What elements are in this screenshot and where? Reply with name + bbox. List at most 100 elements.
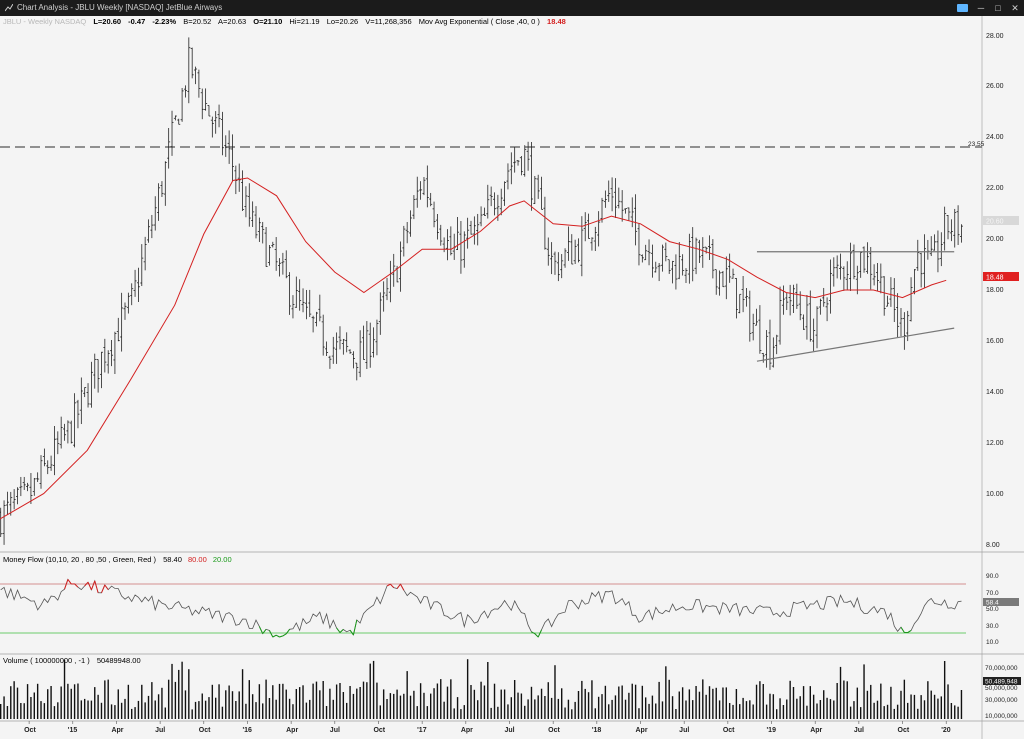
price-bar	[69, 420, 73, 444]
price-bar	[650, 244, 654, 278]
price-bar	[294, 276, 298, 309]
price-bar	[802, 314, 806, 330]
price-bar	[550, 242, 554, 275]
price-bar	[49, 455, 53, 471]
close-button[interactable]: ✕	[1011, 3, 1019, 13]
time-tick-label: Oct	[548, 727, 560, 734]
price-bar	[301, 288, 305, 313]
price-bar	[190, 47, 194, 79]
price-bar	[872, 264, 876, 286]
price-bar	[76, 399, 80, 429]
low-price: Lo=20.26	[327, 17, 359, 26]
price-bar	[22, 476, 26, 490]
price-bar	[445, 229, 449, 261]
time-tick-label: Oct	[898, 727, 910, 734]
price-bar	[714, 269, 718, 295]
moving-average-label: Mov Avg Exponential ( Close ,40, 0 )	[419, 17, 541, 26]
money-flow-extreme-segment	[534, 633, 539, 638]
price-bar	[923, 234, 927, 289]
price-bar	[711, 239, 715, 279]
price-bar	[99, 351, 103, 389]
title-bar: Chart Analysis - JBLU Weekly [NASDAQ] Je…	[0, 0, 1024, 16]
price-bar	[419, 181, 423, 200]
price-bar	[540, 176, 544, 210]
price-bar	[882, 276, 886, 316]
price-bar	[372, 327, 376, 358]
price-bar	[435, 213, 439, 240]
resistance-label: 23.55	[968, 141, 985, 148]
price-bar	[939, 232, 943, 267]
price-bar	[503, 181, 507, 206]
link-symbol-icon[interactable]	[957, 4, 968, 12]
last-price-tag: 20.60	[986, 219, 1004, 226]
time-tick-label: Apr	[636, 727, 648, 734]
time-tick-label: '19	[767, 727, 777, 734]
price-bar	[261, 221, 265, 244]
price-bar	[405, 222, 409, 244]
volume-bars[interactable]	[0, 659, 963, 719]
price-tick: 26.00	[986, 83, 1004, 90]
volume-tag-box	[983, 677, 1021, 685]
price-bar	[244, 186, 248, 218]
symbol-faded-label: JBLU - Weekly NASDAQ	[3, 17, 86, 26]
mf-tick: 50.0	[986, 606, 999, 613]
price-bar	[355, 362, 359, 381]
price-bar	[140, 244, 144, 287]
money-flow-extreme-segment	[400, 583, 405, 591]
price-tick: 14.00	[986, 389, 1004, 396]
price-bar	[637, 223, 641, 266]
price-bar	[388, 260, 392, 303]
price-bar	[382, 281, 386, 312]
price-bar	[708, 235, 712, 261]
mf-tag: 58.4	[986, 600, 999, 607]
price-bar	[949, 219, 953, 242]
money-flow-extreme-segment	[390, 583, 395, 588]
price-bar	[412, 195, 416, 220]
price-bar	[462, 231, 466, 268]
price-bar	[224, 135, 228, 157]
price-bar	[83, 387, 87, 398]
money-flow-label: Money Flow (10,10, 20 , 80 ,50 , Green, …	[3, 555, 156, 564]
price-bar	[701, 237, 705, 268]
price-bar	[493, 192, 497, 216]
triangle-pattern[interactable]	[756, 251, 955, 362]
price-bars[interactable]	[0, 37, 963, 545]
price-bar	[610, 177, 614, 212]
maximize-button[interactable]: □	[995, 3, 1001, 13]
price-bar	[187, 37, 191, 104]
price-bar	[197, 69, 201, 98]
minimize-button[interactable]: ─	[977, 3, 985, 13]
price-bar	[19, 476, 23, 497]
price-tick: 8.00	[986, 542, 1000, 549]
price-bar	[943, 206, 947, 251]
price-bar	[486, 184, 490, 219]
price-bar	[721, 271, 725, 288]
price-bar	[2, 500, 6, 545]
price-bar	[580, 216, 584, 277]
money-flow-lower: 20.00	[213, 555, 232, 564]
time-tick-label: Oct	[373, 727, 385, 734]
price-bar	[755, 308, 759, 326]
price-bar	[254, 206, 258, 239]
price-bar	[959, 224, 963, 243]
price-bar	[459, 221, 463, 274]
money-flow-extreme-segment	[339, 628, 344, 633]
money-flow-extreme-segment	[258, 626, 264, 634]
price-bar	[744, 288, 748, 307]
price-bar	[147, 219, 151, 243]
price-bar	[506, 163, 510, 190]
price-bar	[634, 194, 638, 246]
ema-line[interactable]	[0, 177, 947, 520]
chart-area[interactable]: JBLU - Weekly NASDAQ L=20.60 -0.47 -2.23…	[0, 16, 1024, 739]
price-bar	[600, 197, 604, 223]
price-bar	[271, 241, 275, 248]
last-price-tag-box	[983, 216, 1019, 225]
price-tick: 12.00	[986, 440, 1004, 447]
price-bar	[865, 242, 869, 274]
price-bar	[32, 477, 36, 496]
price-bar	[808, 290, 812, 342]
price-bar	[278, 258, 282, 277]
price-bar	[429, 192, 433, 207]
money-flow-line[interactable]	[0, 578, 962, 638]
price-bar	[358, 330, 362, 378]
